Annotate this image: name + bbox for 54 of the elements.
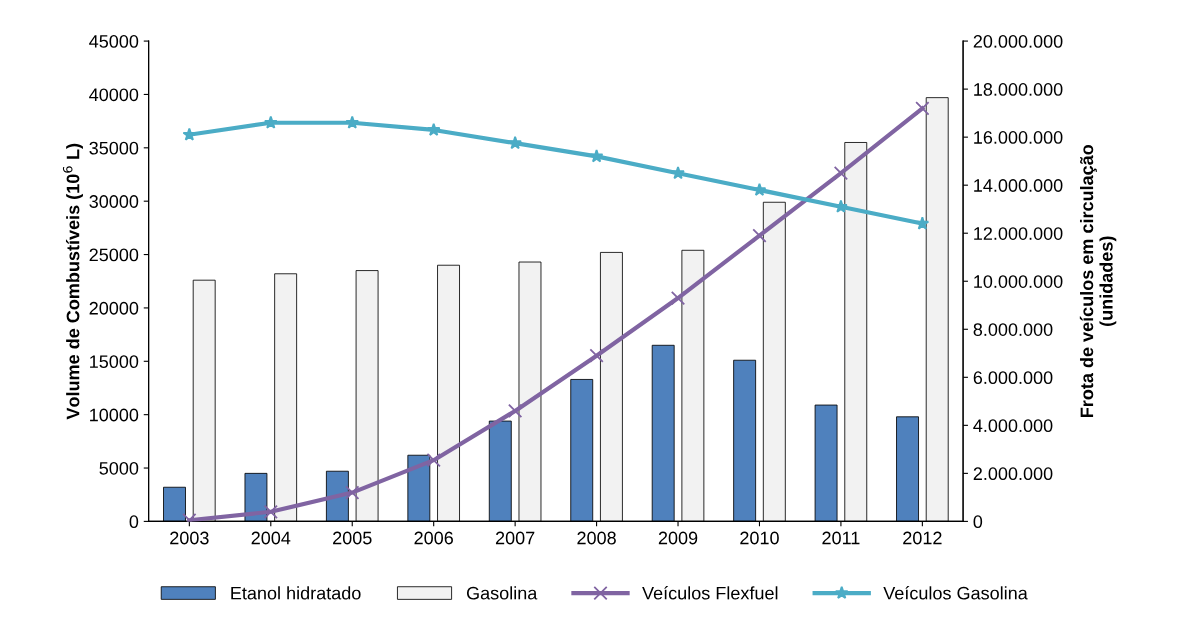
point <box>263 504 278 519</box>
y-tick-label: 10000 <box>90 408 139 422</box>
x-tick-label: 2007 <box>495 531 535 545</box>
y2-tick-label: 10.000.000 <box>974 275 1063 288</box>
y2-tick-label: 16.000.000 <box>974 131 1063 144</box>
point <box>670 290 686 306</box>
y2-tick-label: 2.000.000 <box>973 467 1053 481</box>
y-tick-label: 0 <box>129 515 139 529</box>
y2-tick-label: 20.000.000 <box>973 35 1063 48</box>
y2-tick-label: 18.000.000 <box>974 83 1063 96</box>
point <box>589 149 604 163</box>
point <box>752 228 767 243</box>
y-tick-label: 20000 <box>89 301 139 315</box>
x-tick-label: 2003 <box>170 531 209 545</box>
x-tick-label: 2012 <box>903 531 942 545</box>
point <box>345 115 360 129</box>
y-tick-label: 30000 <box>89 195 139 208</box>
y2-tick-label: 4.000.000 <box>973 419 1053 433</box>
point <box>426 453 441 468</box>
x-tick-label: 2006 <box>414 531 453 545</box>
y-tick-label: 5000 <box>99 461 139 475</box>
point <box>263 115 278 129</box>
point <box>508 135 522 150</box>
y-tick-label: 35000 <box>89 141 139 155</box>
x-tick-label: 2010 <box>740 531 779 545</box>
point <box>915 216 930 230</box>
y2-tick-label: 6.000.000 <box>973 371 1053 385</box>
legend-label: Gasolina <box>466 586 538 600</box>
legend-label: Etanol hidratado <box>231 586 361 600</box>
y-axis-title: Volume de Combustíveis (10$^{6}$ L) <box>62 143 83 420</box>
y-tick-label: 15000 <box>90 355 139 369</box>
point <box>589 348 604 363</box>
x-tick-label: 2009 <box>658 531 698 545</box>
y-tick-label: 25000 <box>89 248 139 262</box>
y2-tick-label: 8.000.000 <box>973 323 1053 336</box>
y2-axis-title: Frota de veículos em circulação (unidades) <box>1079 144 1117 417</box>
y2-tick-label: 14.000.000 <box>974 179 1063 192</box>
point <box>507 403 523 419</box>
point <box>915 101 930 116</box>
x-tick-label: 2008 <box>577 531 616 545</box>
point <box>345 485 360 500</box>
y-tick-label: 40000 <box>89 88 139 102</box>
x-tick-label: 2004 <box>251 531 291 545</box>
point <box>834 199 848 213</box>
point <box>426 122 441 136</box>
x-tick-label: 2005 <box>333 531 372 545</box>
y2-tick-label: 0 <box>973 515 983 529</box>
y-tick-label: 45000 <box>89 35 139 48</box>
point <box>671 166 685 180</box>
legend-label: Veículos Gasolina <box>883 586 1028 600</box>
point <box>833 166 849 181</box>
legend-label: Veículos Flexfuel <box>642 586 778 600</box>
y2-tick-label: 12.000.000 <box>974 227 1063 240</box>
x-tick-label: 2011 <box>822 531 860 545</box>
